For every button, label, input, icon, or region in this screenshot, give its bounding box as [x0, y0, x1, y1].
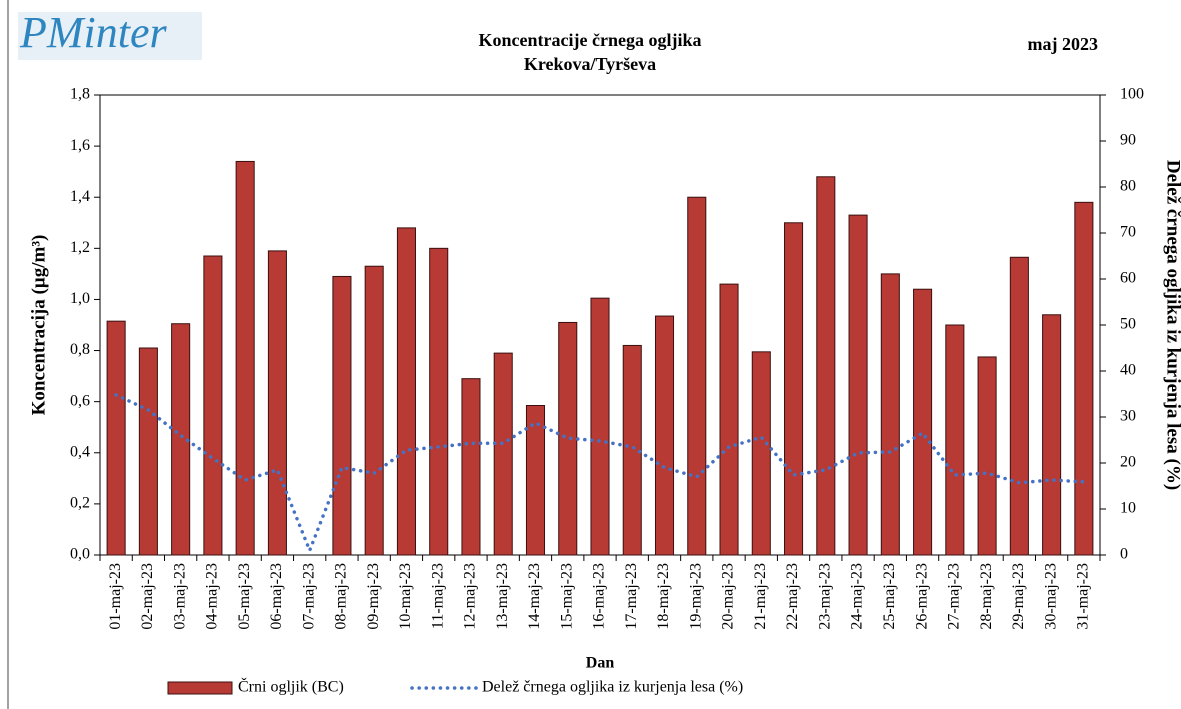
- x-tick-label: 20-maj-23: [720, 563, 737, 630]
- x-tick-label: 24-maj-23: [849, 563, 866, 630]
- y-axis-title: Koncentracija (µg/m³): [28, 235, 49, 416]
- x-tick-label: 26-maj-23: [913, 563, 930, 630]
- legend-label: Delež črnega ogljika iz kurjenja lesa (%…: [482, 679, 743, 696]
- y2-tick-label: 60: [1120, 270, 1136, 287]
- x-axis-title: Dan: [586, 655, 615, 672]
- bar: [945, 324, 965, 556]
- y2-tick-label: 80: [1120, 178, 1136, 195]
- bar: [816, 176, 836, 556]
- y2-tick-label: 50: [1120, 316, 1136, 333]
- bar: [364, 265, 384, 556]
- x-tick-label: 16-maj-23: [591, 563, 608, 630]
- bar: [590, 297, 610, 556]
- chart-title: Koncentracije črnega ogljika: [479, 30, 702, 50]
- x-tick-label: 12-maj-23: [462, 563, 479, 630]
- bar: [235, 160, 255, 556]
- x-tick-label: 15-maj-23: [558, 563, 575, 630]
- y-tick-label: 1,4: [70, 188, 90, 205]
- y-tick-label: 0,0: [70, 546, 90, 563]
- logo-bg: [18, 12, 202, 60]
- bar: [171, 323, 191, 556]
- bar: [622, 344, 642, 556]
- bar: [267, 250, 287, 556]
- bar: [687, 196, 707, 556]
- x-tick-label: 01-maj-23: [107, 563, 124, 630]
- x-tick-label: 28-maj-23: [978, 563, 995, 630]
- x-tick-label: 13-maj-23: [494, 563, 511, 630]
- x-tick-label: 02-maj-23: [139, 563, 156, 630]
- y-tick-label: 0,4: [70, 443, 90, 460]
- bar: [106, 320, 126, 556]
- bar: [1074, 201, 1094, 556]
- x-tick-label: 03-maj-23: [171, 563, 188, 630]
- y2-tick-label: 40: [1120, 362, 1136, 379]
- bar: [138, 347, 158, 556]
- legend-label: Črni ogljik (BC): [238, 677, 344, 696]
- bar: [654, 315, 675, 556]
- x-tick-label: 07-maj-23: [300, 563, 317, 630]
- y-tick-label: 1,8: [70, 86, 90, 103]
- bar: [848, 214, 868, 556]
- bar: [396, 227, 416, 556]
- y2-tick-label: 100: [1120, 86, 1144, 103]
- x-tick-label: 22-maj-23: [784, 563, 801, 630]
- y-tick-label: 0,2: [70, 495, 90, 512]
- x-tick-label: 10-maj-23: [397, 563, 414, 630]
- y-tick-label: 1,6: [70, 137, 90, 154]
- chart-subtitle: Krekova/Tyrševa: [524, 54, 656, 74]
- x-tick-label: 27-maj-23: [946, 563, 963, 630]
- x-tick-label: 14-maj-23: [526, 563, 543, 630]
- bar: [913, 288, 933, 556]
- line: [114, 393, 1086, 553]
- period: maj 2023: [1028, 34, 1099, 54]
- y2-tick-label: 90: [1120, 132, 1136, 149]
- x-tick-label: 23-maj-23: [816, 563, 833, 630]
- x-tick-label: 31-maj-23: [1075, 563, 1092, 630]
- x-tick-label: 05-maj-23: [236, 563, 253, 630]
- logo: PMinter: [19, 8, 168, 57]
- y-tick-label: 1,0: [70, 290, 90, 307]
- bar: [558, 321, 578, 556]
- x-tick-label: 19-maj-23: [687, 563, 704, 630]
- legend-swatch: [167, 681, 233, 695]
- y-tick-label: 1,2: [70, 239, 90, 256]
- x-tick-label: 09-maj-23: [365, 563, 382, 630]
- bar: [429, 247, 449, 556]
- y-tick-label: 0,8: [70, 341, 90, 358]
- bar: [1009, 256, 1029, 556]
- y2-axis-title: Delež črnega ogljika iz kurjenja lesa (%…: [1163, 160, 1181, 490]
- y2-tick-label: 70: [1120, 224, 1136, 241]
- x-tick-label: 08-maj-23: [333, 563, 350, 630]
- bar: [751, 351, 771, 556]
- bar: [880, 273, 900, 556]
- bar: [977, 356, 997, 556]
- x-tick-label: 29-maj-23: [1010, 563, 1027, 630]
- x-tick-label: 06-maj-23: [268, 563, 285, 630]
- bar: [461, 378, 481, 556]
- bar: [493, 352, 513, 556]
- y2-tick-label: 0: [1120, 546, 1128, 563]
- bar: [784, 222, 804, 556]
- x-tick-label: 21-maj-23: [752, 563, 769, 630]
- bar: [332, 275, 352, 556]
- x-tick-label: 04-maj-23: [204, 563, 221, 630]
- bar: [719, 283, 739, 556]
- x-tick-label: 17-maj-23: [623, 563, 640, 630]
- y2-tick-label: 10: [1120, 500, 1136, 517]
- y-tick-label: 0,6: [70, 392, 90, 409]
- x-tick-label: 25-maj-23: [881, 563, 898, 630]
- x-tick-label: 18-maj-23: [655, 563, 672, 630]
- y2-tick-label: 30: [1120, 408, 1136, 425]
- x-tick-label: 30-maj-23: [1042, 563, 1059, 630]
- y2-tick-label: 20: [1120, 454, 1136, 471]
- bar: [525, 405, 546, 556]
- bar: [203, 255, 223, 556]
- bar: [1042, 314, 1062, 556]
- x-tick-label: 11-maj-23: [429, 563, 446, 629]
